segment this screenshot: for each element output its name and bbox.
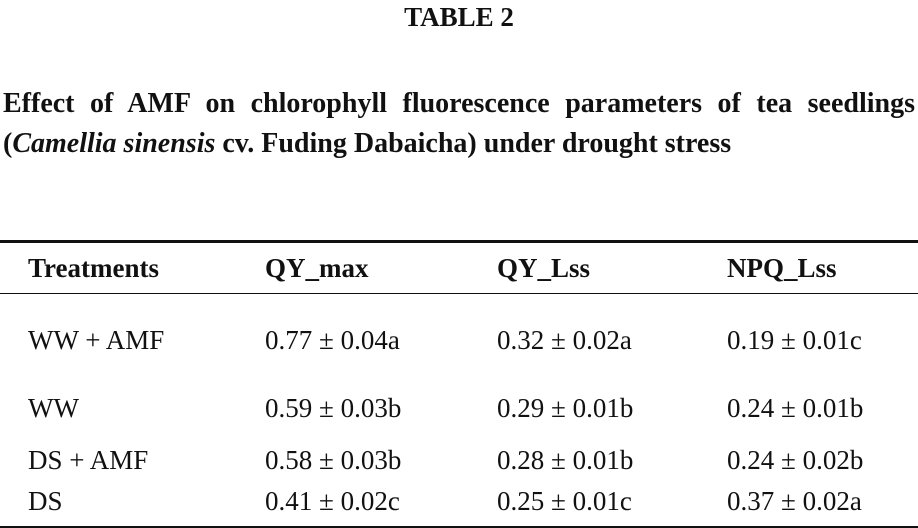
table-label: TABLE 2: [404, 2, 514, 32]
table-cell: 0.32 ± 0.02a: [497, 324, 632, 355]
table-cell: 0.19 ± 0.01c: [727, 324, 862, 355]
table-cell: 0.58 ± 0.03b: [265, 445, 402, 475]
caption-text: Effect of AMF on chlorophyll fluorescenc…: [3, 88, 915, 159]
table-cell: 0.25 ± 0.01c: [497, 485, 632, 516]
header-row: Treatments QY_max QY_Lss NPQ_Lss: [0, 241, 918, 294]
table-cell: 0.29 ± 0.01b: [497, 393, 634, 423]
table-cell: WW: [28, 393, 79, 423]
table-row: WW + AMF 0.77 ± 0.04a 0.32 ± 0.02a 0.19 ± 0…: [0, 294, 918, 373]
table-body: WW + AMF 0.77 ± 0.04a 0.32 ± 0.02a 0.19 ± 0…: [0, 294, 918, 527]
table-cell: DS + AMF: [28, 445, 149, 475]
table-cell: 0.28 ± 0.01b: [497, 445, 634, 475]
caption-text: cv. Fuding Dabaicha) under drought stres…: [215, 128, 732, 159]
table-cell: 0.77 ± 0.04a: [265, 324, 400, 355]
column-header: NPQ_Lss: [727, 252, 837, 283]
table-cell: 0.24 ± 0.01b: [727, 393, 864, 423]
column-header: QY_max: [265, 252, 369, 283]
table-cell: 0.24 ± 0.02b: [727, 445, 864, 475]
caption-italic: Camellia sinensis: [12, 128, 216, 159]
table-cell: 0.59 ± 0.03b: [265, 393, 402, 423]
column-header: QY_Lss: [497, 252, 591, 283]
table-cell: 0.41 ± 0.02c: [265, 485, 400, 516]
column-header: Treatments: [28, 252, 159, 283]
table-cell: 0.37 ± 0.02a: [727, 485, 862, 516]
data-table: Treatments QY_max QY_Lss NPQ_Lss WW + AMF 0.…: [0, 240, 918, 528]
table-cell: WW + AMF: [28, 324, 165, 355]
table-cell: DS: [28, 485, 63, 516]
table-row: WW 0.59 ± 0.03b 0.29 ± 0.01b 0.24 ± 0.01b: [0, 372, 918, 424]
table-row: DS 0.41 ± 0.02c 0.25 ± 0.01c 0.37 ± 0.02a: [0, 476, 918, 527]
table-caption: Effect of AMF on chlorophyll fluorescenc…: [3, 84, 915, 164]
table-row: DS + AMF 0.58 ± 0.03b 0.28 ± 0.01b 0.24 ± 0…: [0, 424, 918, 476]
